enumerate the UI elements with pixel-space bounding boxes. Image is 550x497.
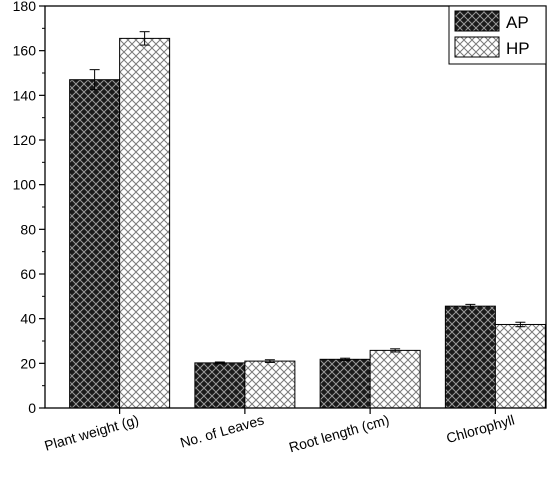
x-category-label: Plant weight (g) [43,412,141,454]
y-tick-label: 0 [28,400,36,416]
legend: AP HP [448,5,547,65]
bar-ap-3 [444,305,496,409]
bar-ap-2 [319,358,371,409]
y-tick-label: 40 [20,311,36,327]
bar-hp-3 [494,323,546,409]
x-axis: Plant weight (g) No. of Leaves Root length… [43,408,516,456]
x-category-label: Root length (cm) [287,412,391,456]
y-tick-label: 160 [13,43,37,59]
bar-ap-1 [194,362,246,409]
bar-hp-1 [244,360,296,409]
legend-label-ap: AP [506,13,529,32]
y-tick-label: 180 [13,0,37,14]
legend-swatch-hp [454,36,500,58]
error-bars-group [89,31,526,365]
y-tick-label: 140 [13,87,37,103]
bar-hp-2 [369,349,421,409]
y-tick-label: 60 [20,266,36,282]
x-category-label: No. of Leaves [178,412,265,451]
y-tick-label: 20 [20,355,36,371]
legend-swatch-ap [454,10,500,32]
bar-hp-0 [119,37,171,409]
x-category-label: Chlorophyll [444,412,516,447]
bars-group [69,37,546,409]
y-tick-label: 80 [20,221,36,237]
y-tick-label: 120 [13,132,37,148]
legend-label-hp: HP [506,39,530,58]
y-tick-label: 100 [13,177,37,193]
y-axis: 0 20 40 60 80 100 120 140 160 180 [13,0,45,416]
bar-ap-0 [69,79,121,409]
